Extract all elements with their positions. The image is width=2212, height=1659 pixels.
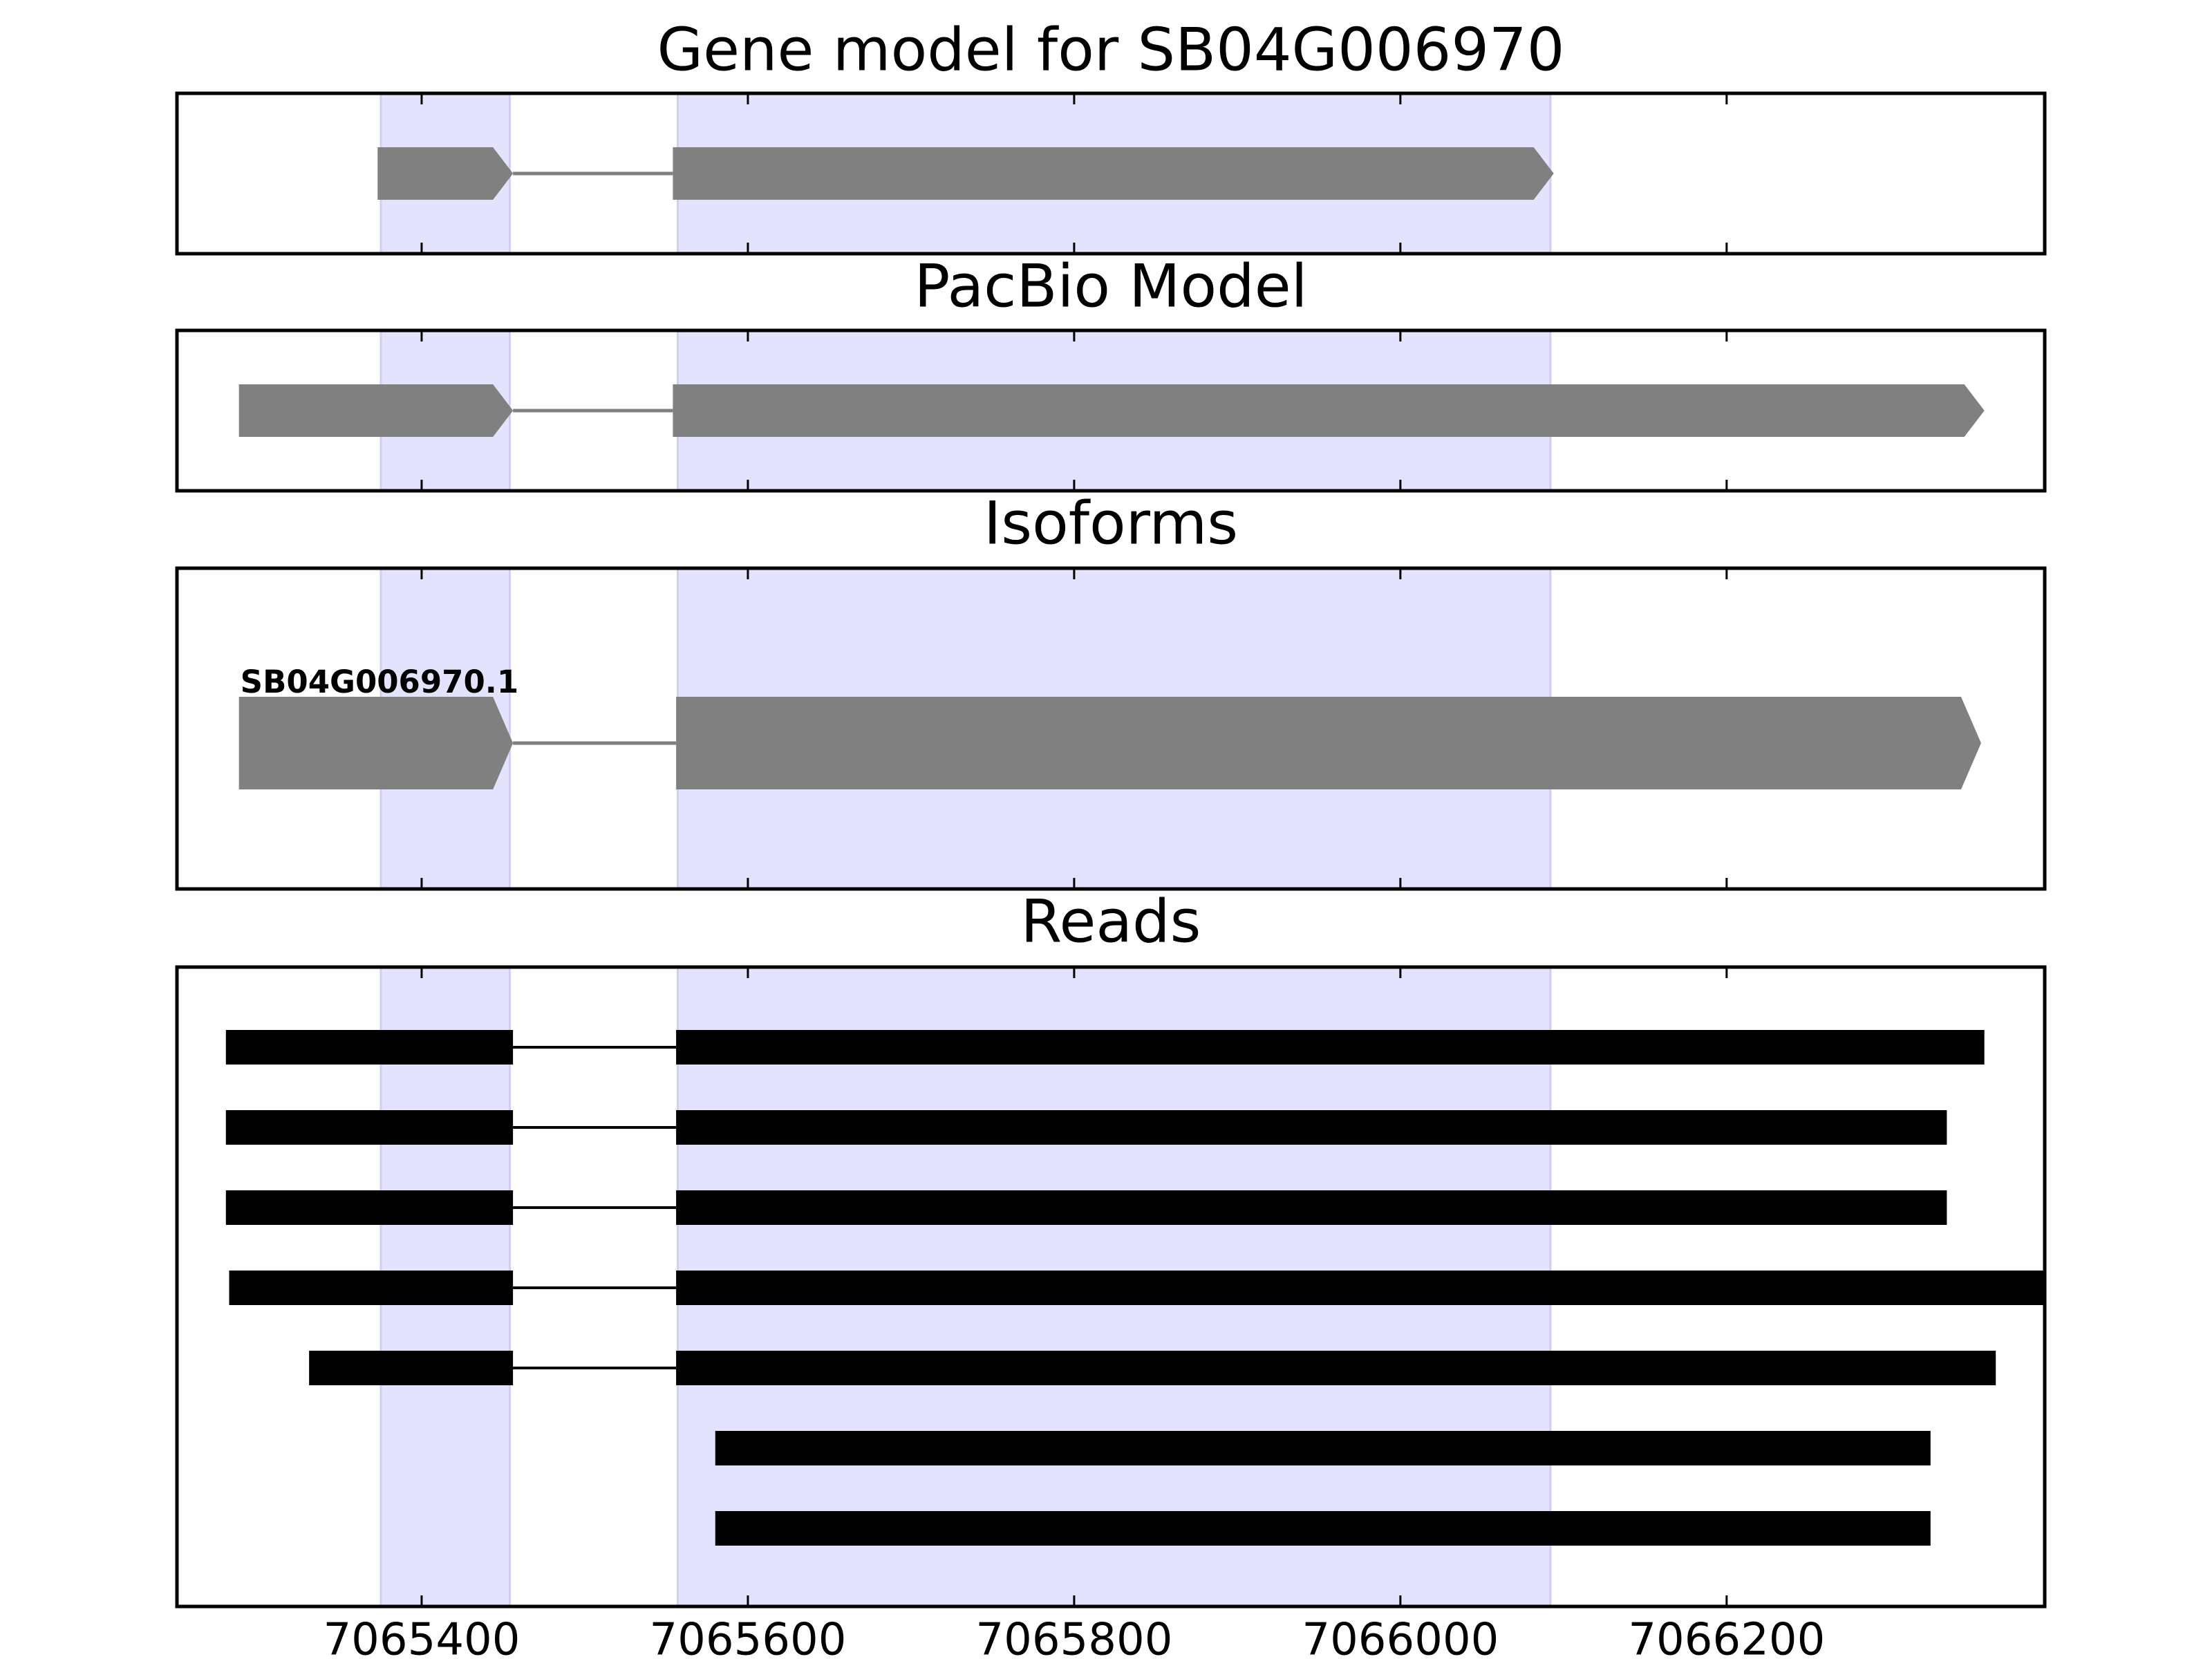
- panel-title: Isoforms: [984, 489, 1238, 558]
- panel-frame: [175, 328, 2047, 493]
- read-exon: [225, 1110, 514, 1145]
- x-tick-label: 7066000: [1302, 1615, 1499, 1659]
- exon: [673, 147, 1554, 200]
- exon: [238, 384, 514, 437]
- x-tick-label: 7065400: [323, 1615, 520, 1659]
- read-exon: [676, 1190, 1947, 1225]
- panel-title: Gene model for SB04G006970: [657, 15, 1565, 84]
- exon: [673, 384, 1985, 437]
- read-exon: [715, 1431, 1931, 1465]
- exon: [238, 697, 514, 789]
- x-tick-label: 7066200: [1628, 1615, 1825, 1659]
- read-exon: [309, 1351, 514, 1385]
- read-exon: [715, 1511, 1931, 1546]
- read-exon: [229, 1271, 514, 1305]
- x-tick-label: 7065600: [649, 1615, 846, 1659]
- read-exon: [676, 1351, 1996, 1385]
- panel-frame: [175, 566, 2047, 891]
- read-exon: [225, 1190, 514, 1225]
- panel-title: Reads: [1021, 887, 1201, 956]
- read-exon: [225, 1030, 514, 1065]
- panel-frame: [175, 91, 2047, 256]
- panel-frame: [175, 965, 2047, 1609]
- read-exon: [676, 1110, 1947, 1145]
- x-tick-label: 7065800: [975, 1615, 1172, 1659]
- isoform-label: SB04G006970.1: [241, 664, 519, 700]
- read-exon: [676, 1271, 2045, 1305]
- exon: [377, 147, 514, 200]
- panel-title: PacBio Model: [914, 252, 1307, 321]
- read-exon: [676, 1030, 1985, 1065]
- exon: [676, 697, 1981, 789]
